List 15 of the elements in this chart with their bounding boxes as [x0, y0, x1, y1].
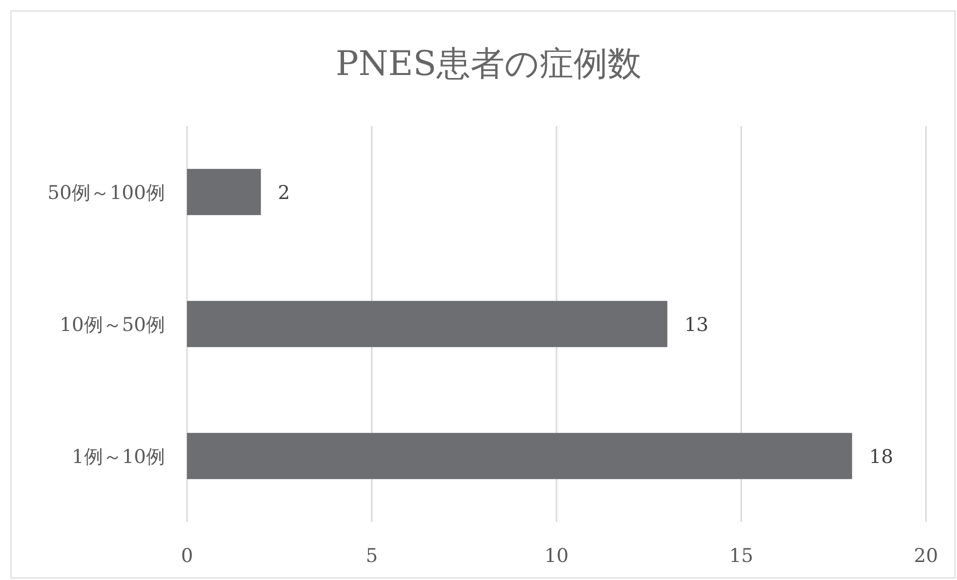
- x-tick-label: 10: [544, 545, 569, 567]
- bar: [187, 432, 852, 480]
- x-tick-label: 5: [366, 545, 378, 567]
- y-tick-label: 1例～10例: [72, 446, 165, 468]
- data-label: 2: [278, 182, 290, 204]
- chart-title: PNES患者の症例数: [336, 44, 642, 84]
- bar: [187, 168, 261, 216]
- y-tick-label: 50例～100例: [48, 182, 165, 204]
- data-label: 18: [869, 446, 894, 468]
- bar: [187, 300, 668, 348]
- data-label: 13: [684, 314, 709, 336]
- x-tick-label: 15: [729, 545, 754, 567]
- x-tick-label: 20: [914, 545, 938, 567]
- y-tick-label: 10例～50例: [60, 314, 165, 336]
- x-tick-label: 0: [180, 545, 194, 567]
